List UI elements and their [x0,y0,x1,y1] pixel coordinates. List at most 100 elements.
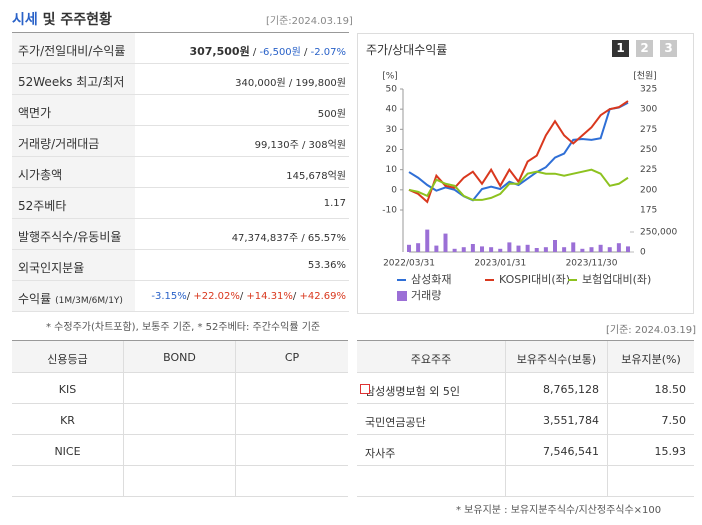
value-part: / [249,47,260,58]
volume-bar [407,244,411,252]
table-cell [236,435,348,466]
row-label: 52주베타 [18,197,66,214]
volume-bar [562,247,567,252]
row-label-bg [12,126,135,157]
legend-label: 삼성화재 [411,273,451,286]
table-cell [357,466,506,497]
row-line [135,157,349,188]
y3-tick-label: 0 [640,248,646,258]
row-label-bg [12,64,135,95]
table-cell: 신용등급 [12,341,124,373]
table-cell [236,404,348,435]
volume-bar [425,229,430,252]
row-label: 발행주식수/유동비율 [18,228,121,245]
cell-text: 8,765,128 [543,383,599,396]
table-cell: 15.93 [608,435,694,466]
label-part: 수익률 [18,292,52,306]
table-cell: CP [236,341,348,373]
volume-bar [434,245,439,252]
cell-text: 국민연금공단 [365,416,426,429]
cell-text: 자사주 [365,447,396,460]
volume-bar [543,247,548,252]
row-line [135,281,349,312]
volume-bar [607,247,612,252]
value-part: +42.69% [299,291,346,302]
holders-note: * 보유지분 : 보유지분주식수/지산정주식수×100 [456,505,662,516]
row-value: 1.17 [324,198,346,209]
chart-panel [357,33,694,314]
table-cell: 자사주 [357,435,506,466]
row-value: 145,678억원 [286,167,346,182]
column-header: CP [284,351,300,364]
table-cell: 주요주주 [357,341,506,373]
table-cell: 보유지분(%) [608,341,694,373]
value-part: -6,500원 [259,47,301,58]
row-label: 거래량/거래대금 [18,135,99,152]
cell-text: 15.93 [654,445,687,458]
button-label: 3 [664,41,673,55]
y-tick-label: 20 [386,145,398,155]
legend-swatch [397,291,407,301]
volume-bar [470,244,475,252]
row-value: 99,130주 / 308억원 [255,136,346,151]
table-cell [12,466,124,497]
y2-unit: [천원] [633,71,657,82]
y-tick-label: 30 [386,125,398,135]
series-line [408,100,629,204]
title-accent: 시세 [12,12,38,28]
chart-button[interactable]: 2 [636,40,653,57]
label-part: 52주베타 [18,199,67,213]
value-part: 53.36% [307,260,346,271]
row-label: 외국인지분율 [18,259,84,276]
volume-bar [626,246,630,252]
row-line [135,64,349,95]
table-cell: 18.50 [608,373,694,404]
cell-text: KR [60,414,75,427]
cell-text: 7,546,541 [543,445,599,458]
value-part: 145,678억원 [286,171,346,182]
cell-text: 3,551,784 [543,414,599,427]
table-cell [236,466,348,497]
table-cell [124,435,236,466]
y-tick-label: 0 [391,185,397,195]
row-value: 500원 [318,105,346,120]
row-value: 340,000원 / 199,800원 [235,74,346,89]
volume-bar [480,246,484,252]
row-label: 액면가 [18,104,51,121]
label-part: 발행주식수/유동비율 [18,230,122,244]
table-cell [124,404,236,435]
table-cell: BOND [124,341,236,373]
volume-bar [598,244,603,252]
chart: [%] [천원] -10 0 10 20 30 40 50 175 200 225 250 275 300 3… [382,71,677,303]
cell-text: 18.50 [654,383,687,396]
y-tick-label: 50 [386,85,398,95]
volume-bar [516,245,521,252]
label-part: (1M/3M/6M/1Y) [55,296,123,306]
y2-tick-label: 200 [640,185,657,195]
row-label-bg [12,33,135,64]
cell-text: KIS [58,383,77,396]
row-label: 수익률 (1M/3M/6M/1Y) [18,290,123,307]
chart-button[interactable]: 3 [660,40,677,57]
value-part: 99,130주 / 308억원 [254,140,346,151]
table-cell [236,373,348,404]
title: 및 주주현황 [37,12,112,28]
y-tick-label: 40 [386,105,398,115]
chart-button[interactable]: 1 [612,40,629,57]
header-title: 시세 및 주주현황 [12,9,112,29]
row-label-bg [12,219,135,250]
volume-bar [443,233,448,252]
column-header: 보유지분(%) [621,353,681,366]
row-value: 307,500원 / -6,500원 / -2.07% [189,43,346,59]
legend-label: KOSPI대비(좌) [499,273,570,286]
row-label-bg [12,95,135,126]
y2-tick-label: 175 [640,206,657,216]
row-line [135,219,349,250]
row-label: 52Weeks 최고/최저 [18,73,124,90]
quote-note: * 수정주가(차트포함), 보통주 기준, * 52주베타: 주간수익률 기준 [46,322,321,333]
volume-bar [580,248,585,252]
row-line [135,95,349,126]
chart-title: 주가/상대수익률 [366,43,448,57]
row-value: 47,374,837주 / 65.57% [232,229,346,244]
